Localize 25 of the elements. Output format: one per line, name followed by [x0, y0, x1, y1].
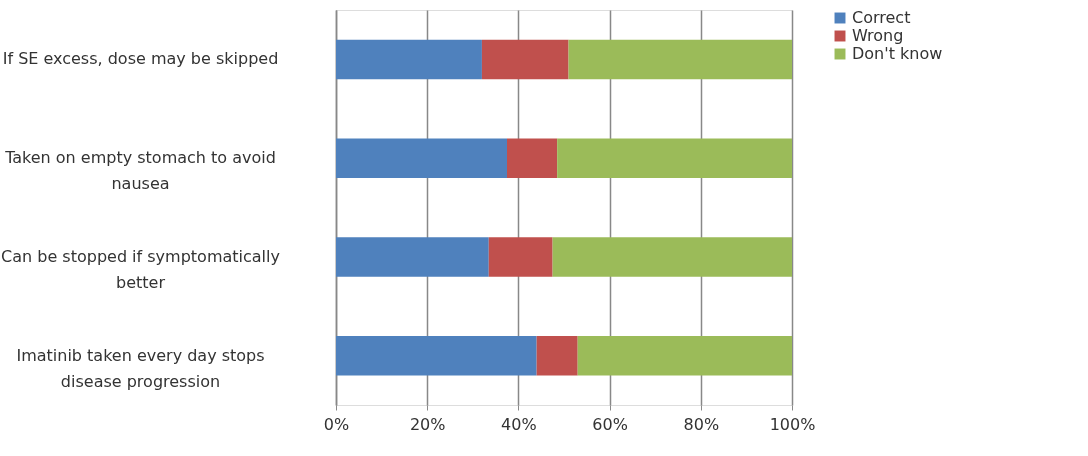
x-tick-label: 40%: [501, 414, 537, 434]
y-tick-label: Can be stopped if symptomatically better: [1, 246, 280, 292]
bar: [336, 335, 537, 376]
y-tick-label: Imatinib taken every day stops disease progression: [16, 345, 265, 391]
bar: [481, 39, 569, 80]
bar: [507, 138, 558, 178]
bar: [568, 39, 792, 80]
bar: [552, 237, 792, 277]
y-tick-label: Taken on empty stomach to avoid nausea: [4, 148, 276, 194]
y-tick-label: If SE excess, dose may be skipped: [2, 49, 279, 69]
legend-label: Don't know: [852, 44, 943, 63]
x-tick-label: 80%: [683, 414, 720, 434]
x-tick-label: 20%: [409, 414, 446, 434]
bar: [336, 237, 489, 277]
x-tick-label: 100%: [769, 414, 816, 434]
x-tick-label: 0%: [323, 414, 350, 434]
bar: [488, 237, 553, 277]
bar: [336, 138, 507, 178]
bar: [336, 39, 482, 80]
legend-label: Wrong: [852, 26, 904, 45]
bar: [557, 138, 792, 178]
bar: [536, 335, 578, 376]
bar: [577, 335, 792, 376]
x-tick-label: 60%: [592, 414, 628, 434]
legend-label: Correct: [852, 8, 911, 27]
